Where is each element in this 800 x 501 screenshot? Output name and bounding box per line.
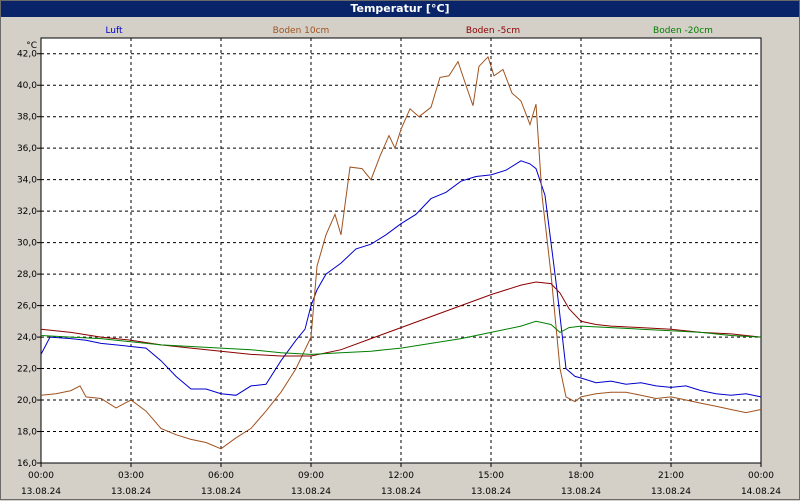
x-tick-time: 09:00 bbox=[298, 471, 324, 481]
y-tick-label: 26,0 bbox=[17, 302, 37, 312]
x-tick-time: 06:00 bbox=[208, 471, 234, 481]
plot-border bbox=[40, 37, 762, 464]
legend-boden-5cm: Boden -5cm bbox=[466, 26, 520, 36]
series-line-boden-5cm bbox=[40, 281, 762, 357]
x-tick-date: 14.08.24 bbox=[741, 487, 781, 497]
y-tick-label: 28,0 bbox=[17, 270, 37, 280]
x-tick-date: 13.08.24 bbox=[381, 487, 421, 497]
legend-luft: Luft bbox=[105, 26, 123, 36]
y-tick-label: 20,0 bbox=[17, 396, 37, 406]
x-tick-date: 13.08.24 bbox=[111, 487, 151, 497]
x-tick-date: 13.08.24 bbox=[561, 487, 601, 497]
x-tick-time: 00:00 bbox=[28, 471, 54, 481]
y-tick-label: 16,0 bbox=[17, 459, 37, 469]
x-tick-date: 13.08.24 bbox=[201, 487, 241, 497]
x-tick-time: 00:00 bbox=[748, 471, 774, 481]
x-tick-date: 13.08.24 bbox=[21, 487, 61, 497]
y-tick-label: 42,0 bbox=[17, 50, 37, 60]
y-unit-label: °C bbox=[26, 41, 37, 51]
x-tick-date: 13.08.24 bbox=[651, 487, 691, 497]
series-line-boden-20cm bbox=[40, 320, 762, 355]
series-line-boden-10cm bbox=[40, 55, 762, 450]
x-tick-time: 12:00 bbox=[388, 471, 414, 481]
y-tick-label: 30,0 bbox=[17, 239, 37, 249]
legend-boden-20cm: Boden -20cm bbox=[653, 26, 713, 36]
y-tick-label: 18,0 bbox=[17, 428, 37, 438]
y-tick-label: 34,0 bbox=[17, 176, 37, 186]
y-tick-label: 38,0 bbox=[17, 113, 37, 123]
y-tick-label: 32,0 bbox=[17, 207, 37, 217]
x-tick-date: 13.08.24 bbox=[291, 487, 331, 497]
x-tick-time: 18:00 bbox=[568, 471, 594, 481]
y-tick-label: 24,0 bbox=[17, 333, 37, 343]
x-tick-time: 03:00 bbox=[118, 471, 144, 481]
x-tick-date: 13.08.24 bbox=[471, 487, 511, 497]
series-line-luft bbox=[40, 160, 762, 398]
y-tick-label: 40,0 bbox=[17, 81, 37, 91]
legend-boden-10cm: Boden 10cm bbox=[273, 26, 330, 36]
x-tick-time: 21:00 bbox=[658, 471, 684, 481]
window-title: Temperatur [°C] bbox=[1, 1, 799, 17]
y-tick-label: 22,0 bbox=[17, 365, 37, 375]
y-tick-label: 36,0 bbox=[17, 144, 37, 154]
x-tick-time: 15:00 bbox=[478, 471, 504, 481]
